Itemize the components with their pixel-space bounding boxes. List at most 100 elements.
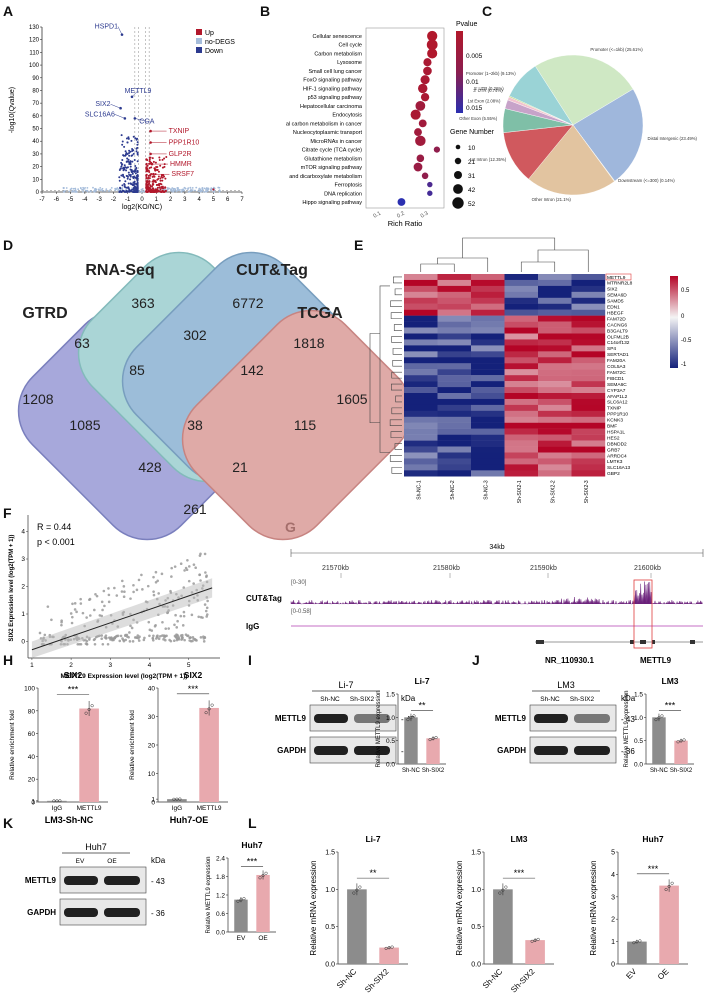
- coord-label: 21570kb: [322, 565, 349, 572]
- up-point: [148, 160, 151, 163]
- nodeg-point: [90, 190, 92, 193]
- up-point: [145, 190, 148, 193]
- x-tick-label: -4: [82, 197, 88, 203]
- nodeg-point: [97, 188, 100, 191]
- heatmap-cell: [538, 434, 572, 441]
- heatmap-cell: [437, 410, 472, 417]
- heatmap-cell: [504, 351, 539, 358]
- nodeg-point: [108, 190, 111, 192]
- nodeg-point: [191, 189, 194, 192]
- heatmap-cell: [504, 291, 539, 298]
- sample-point: [73, 602, 77, 605]
- down-point: [128, 154, 131, 157]
- up-point: [161, 176, 164, 179]
- bar-chart: SIX2 01 10 20 30 40 Relative enrichment fold Ig…: [129, 670, 228, 825]
- sample-point: [203, 552, 207, 556]
- up-point: [158, 186, 161, 189]
- up-point: [159, 179, 162, 182]
- sample-point: [123, 590, 126, 593]
- down-point: [122, 154, 125, 157]
- track-igg: IgG: [246, 622, 259, 631]
- sample-point: [124, 633, 127, 637]
- heatmap-cell: [504, 458, 539, 465]
- x-tick-label: 7: [240, 197, 244, 203]
- heatmap-cell: [471, 464, 505, 471]
- up-point: [164, 190, 167, 193]
- heatmap-cell: [437, 345, 472, 352]
- heatmap-cell: [571, 333, 606, 340]
- down-point: [127, 158, 130, 161]
- sample-point: [188, 639, 191, 642]
- down-point: [126, 157, 129, 160]
- up-point: [158, 190, 161, 193]
- down-point: [132, 181, 135, 184]
- sample-point: [181, 624, 185, 627]
- sample-point: [75, 610, 78, 614]
- up-point: [157, 175, 160, 178]
- heatmap-cell: [471, 446, 505, 453]
- down-point: [136, 183, 139, 186]
- x-tick-label: -5: [68, 197, 74, 203]
- nodeg-point: [199, 190, 201, 193]
- pathway-dot: [423, 58, 432, 67]
- nodeg-point: [68, 190, 71, 193]
- down-point: [131, 147, 134, 150]
- pie-slice: [509, 65, 574, 126]
- nodeg-point: [72, 187, 75, 190]
- category-label: Sh-SIX2: [422, 768, 445, 774]
- y-tick-label: 20: [148, 743, 156, 750]
- heatmap-cell: [471, 333, 505, 340]
- y-tick-label: 1.0: [325, 887, 335, 894]
- pie-label: 3' UTR (0.74%): [473, 88, 503, 93]
- nodeg-point: [71, 190, 73, 193]
- bar: [426, 738, 440, 764]
- down-point: [120, 165, 123, 168]
- sample-point: [170, 566, 173, 570]
- colorbar-tick: -1: [681, 362, 687, 368]
- down-point: [128, 189, 131, 192]
- heatmap-cell: [437, 387, 472, 394]
- protein-label: METTL9: [495, 714, 527, 723]
- replicate-point: [428, 738, 432, 742]
- nodeg-point: [195, 186, 198, 189]
- sample-point: [169, 639, 173, 643]
- heatmap-cell: [571, 416, 606, 423]
- correlation-xlabel: METTL9 Expression level (log2(TPM + 1)): [61, 673, 188, 680]
- up-point: [146, 164, 149, 167]
- size-legend-dot: [455, 144, 461, 150]
- up-point: [159, 164, 162, 167]
- y-tick-label: 2.4: [216, 856, 225, 863]
- chart-title: Huh7: [241, 840, 263, 850]
- category-label: Sh-NC: [402, 768, 421, 774]
- y-tick-label: 1: [151, 797, 155, 804]
- category-label: Sh-NC: [650, 768, 669, 774]
- heatmap-cell: [471, 321, 505, 328]
- y-tick-label: 4: [611, 872, 615, 879]
- legend-label: no-DEGS: [205, 39, 235, 46]
- significance-label: ***: [514, 868, 525, 878]
- bar: [659, 885, 679, 964]
- x-tick-label: -6: [54, 197, 60, 203]
- heatmap-cell: [471, 315, 505, 322]
- pathway-dot: [417, 83, 428, 94]
- y-axis-label: Relative mRNA expression: [309, 860, 318, 955]
- heatmap-row-label: TXNIP: [607, 406, 621, 412]
- heatmap-row-label: KCNK3: [607, 418, 623, 424]
- heatmap-row-label: COL5A3: [607, 364, 626, 370]
- heatmap-cell: [538, 440, 572, 447]
- heatmap-row-label: FAM72D: [607, 316, 626, 322]
- heatmap-cell: [404, 351, 438, 358]
- sample-point: [122, 595, 126, 599]
- heatmap-cell: [538, 351, 572, 358]
- up-point: [158, 158, 161, 161]
- nodeg-point: [140, 190, 143, 193]
- y-tick-label: 40: [28, 754, 36, 761]
- down-point: [121, 189, 124, 192]
- nodeg-point: [182, 188, 185, 191]
- y-tick-label: 0.5: [634, 738, 643, 745]
- y-axis-label: Relative METTL9 expression: [206, 856, 212, 933]
- heatmap-cell: [437, 351, 472, 358]
- y-axis-label: Relative mRNA expression: [589, 860, 598, 955]
- sample-point: [132, 590, 135, 594]
- up-point: [146, 170, 149, 173]
